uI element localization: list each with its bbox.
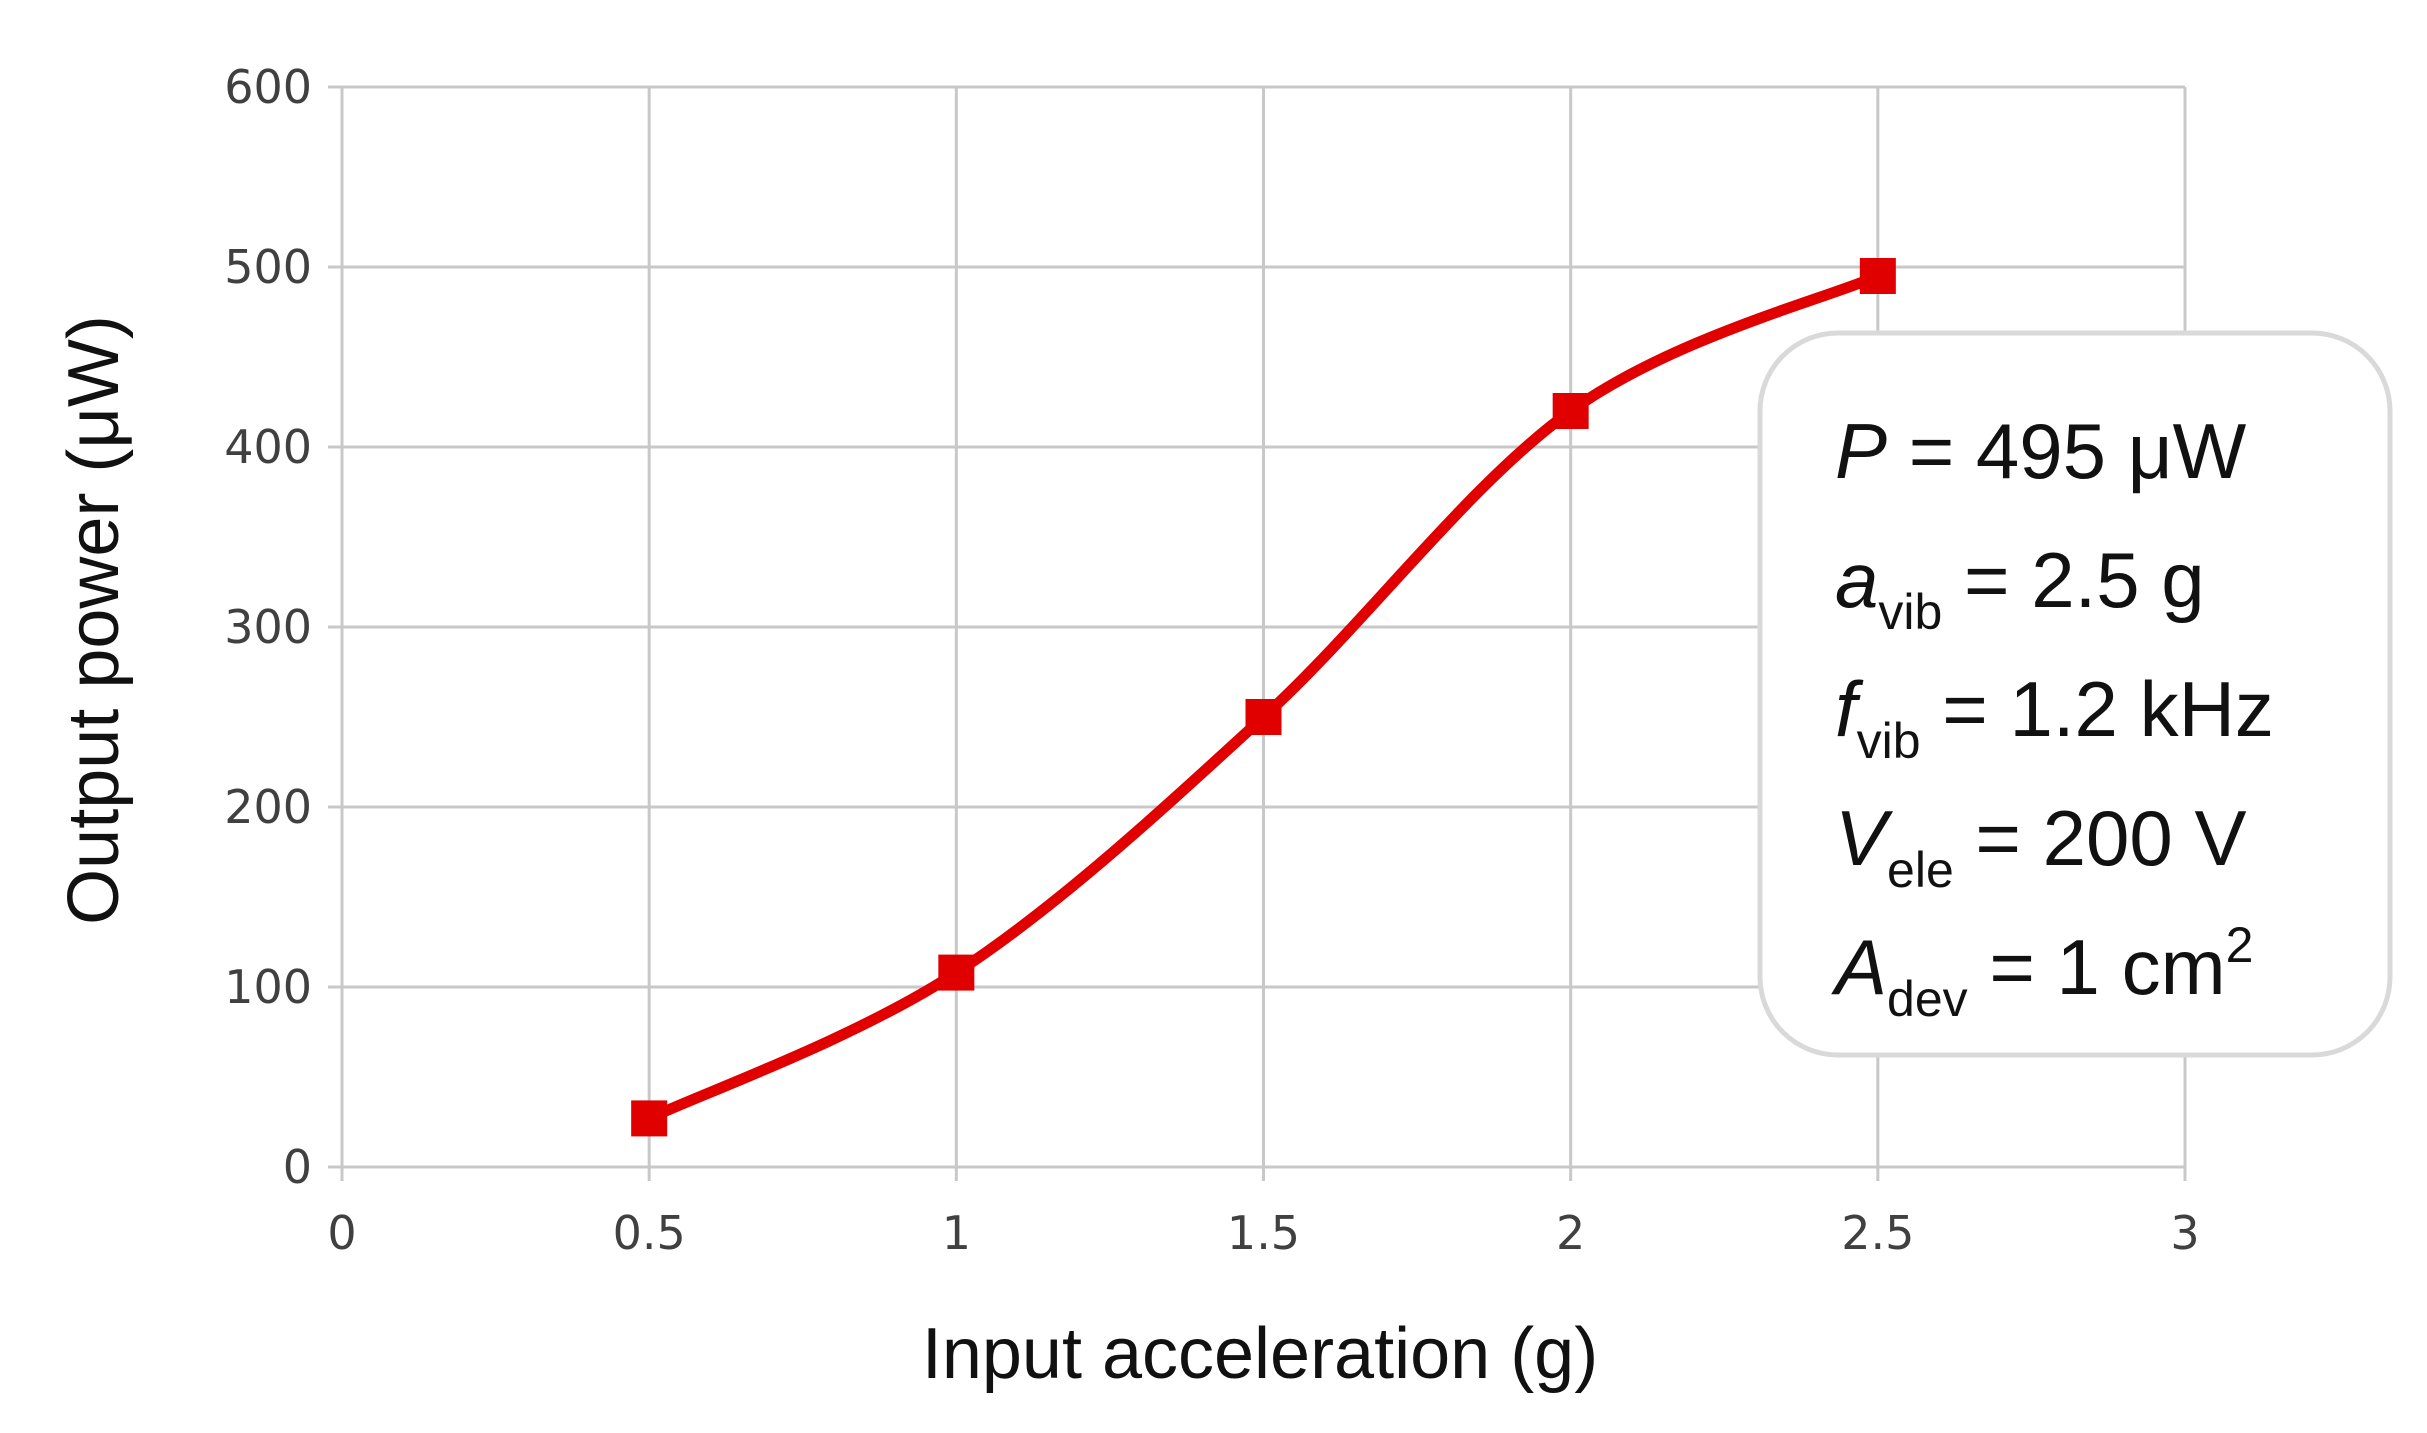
y-tick-label: 200 bbox=[224, 780, 312, 834]
y-axis-ticks: 0 100 200 300 400 500 600 bbox=[224, 60, 312, 1194]
x-tick-label: 1.5 bbox=[1227, 1206, 1300, 1260]
data-point-marker bbox=[631, 1100, 668, 1137]
annotation-line: avib = 2.5 g bbox=[1835, 536, 2205, 640]
annotation-box: P = 495 μW avib = 2.5 g fvib = 1.2 kHz Vele… bbox=[1757, 330, 2393, 1058]
x-tick-label: 3 bbox=[2170, 1206, 2199, 1260]
data-point-marker bbox=[1859, 258, 1896, 294]
annotation-line: fvib = 1.2 kHz bbox=[1835, 665, 2274, 769]
x-axis-ticks: 0 0.5 1 1.5 2 2.5 3 bbox=[327, 1206, 2199, 1260]
x-tick-label: 0 bbox=[327, 1206, 356, 1260]
y-tick-label: 100 bbox=[224, 960, 312, 1014]
x-axis-title: Input acceleration (g) bbox=[922, 1314, 1598, 1394]
y-tick-label: 0 bbox=[283, 1140, 312, 1194]
y-tick-label: 600 bbox=[224, 60, 312, 114]
annotation-box-frame bbox=[1757, 330, 2393, 1058]
x-tick-label: 0.5 bbox=[613, 1206, 686, 1260]
data-point-marker bbox=[938, 954, 975, 991]
data-point-marker bbox=[1552, 393, 1589, 429]
annotation-line: Adev = 1 cm2 bbox=[1831, 917, 2253, 1027]
annotation-line: P = 495 μW bbox=[1835, 407, 2247, 495]
x-tick-label: 1 bbox=[942, 1206, 971, 1260]
data-point-marker bbox=[1245, 699, 1282, 735]
x-tick-label: 2 bbox=[1556, 1206, 1585, 1260]
annotation-line: Vele = 200 V bbox=[1835, 794, 2247, 898]
y-axis-title: Output power (μW) bbox=[54, 315, 134, 925]
y-tick-label: 400 bbox=[224, 420, 312, 474]
series bbox=[631, 258, 1896, 1137]
x-tick-label: 2.5 bbox=[1841, 1206, 1914, 1260]
y-tick-label: 300 bbox=[224, 600, 312, 654]
y-tick-label: 500 bbox=[224, 240, 312, 294]
